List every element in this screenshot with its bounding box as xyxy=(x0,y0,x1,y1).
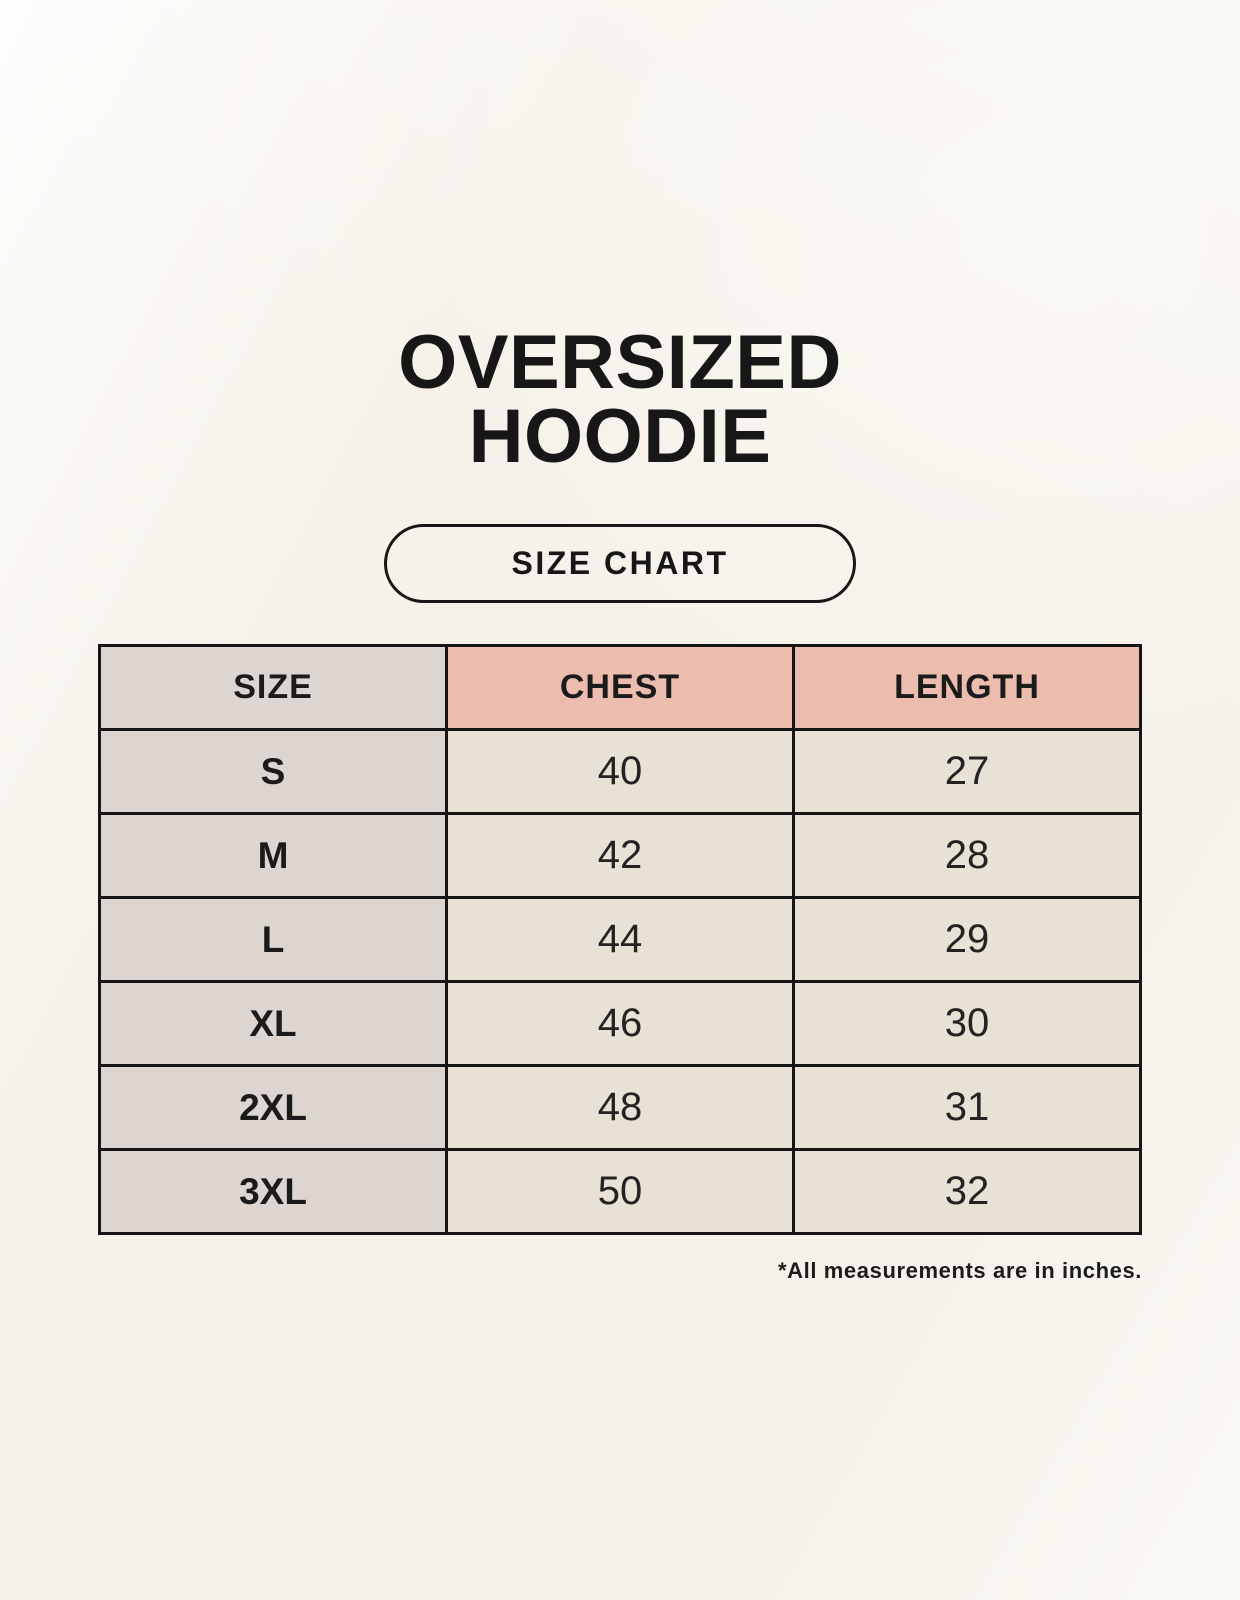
page-title: OVERSIZED HOODIE xyxy=(0,325,1240,475)
table-header-row: SIZE CHEST LENGTH xyxy=(98,644,1142,731)
table-row: 2XL 48 31 xyxy=(98,1064,1142,1151)
page-title-line1: OVERSIZED xyxy=(398,320,842,405)
size-chart-badge[interactable]: SIZE CHART xyxy=(384,524,856,603)
size-cell: 2XL xyxy=(98,1064,448,1151)
size-chart-table: SIZE CHEST LENGTH S 40 27 M 42 28 L 44 2… xyxy=(98,644,1142,1235)
chest-cell: 50 xyxy=(445,1148,795,1235)
chest-cell: 46 xyxy=(445,980,795,1067)
chest-cell: 44 xyxy=(445,896,795,983)
length-cell: 32 xyxy=(792,1148,1142,1235)
length-cell: 29 xyxy=(792,896,1142,983)
table-row: XL 46 30 xyxy=(98,980,1142,1067)
size-chart-badge-label: SIZE CHART xyxy=(511,545,729,581)
length-cell: 28 xyxy=(792,812,1142,899)
column-header-chest: CHEST xyxy=(445,644,795,731)
page-title-line2: HOODIE xyxy=(468,394,772,479)
chest-cell: 40 xyxy=(445,728,795,815)
column-header-length: LENGTH xyxy=(792,644,1142,731)
length-cell: 31 xyxy=(792,1064,1142,1151)
column-header-size: SIZE xyxy=(98,644,448,731)
size-cell: L xyxy=(98,896,448,983)
size-cell: XL xyxy=(98,980,448,1067)
size-cell: M xyxy=(98,812,448,899)
size-cell: 3XL xyxy=(98,1148,448,1235)
table-row: L 44 29 xyxy=(98,896,1142,983)
length-cell: 30 xyxy=(792,980,1142,1067)
measurement-unit-note: *All measurements are in inches. xyxy=(777,1258,1142,1283)
table-row: M 42 28 xyxy=(98,812,1142,899)
length-cell: 27 xyxy=(792,728,1142,815)
size-cell: S xyxy=(98,728,448,815)
chest-cell: 42 xyxy=(445,812,795,899)
chest-cell: 48 xyxy=(445,1064,795,1151)
table-row: S 40 27 xyxy=(98,728,1142,815)
table-row: 3XL 50 32 xyxy=(98,1148,1142,1235)
